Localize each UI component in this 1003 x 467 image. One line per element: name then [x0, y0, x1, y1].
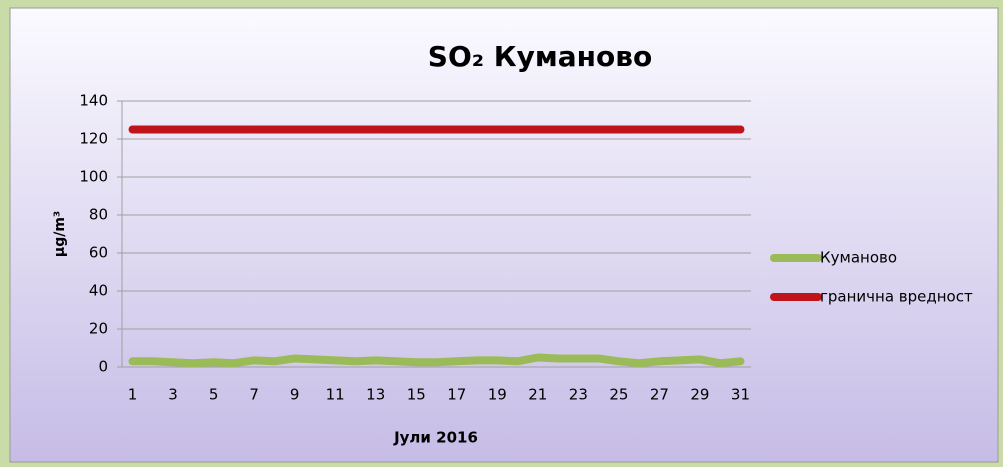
x-tick-label: 3 — [168, 386, 178, 404]
x-tick-label: 25 — [609, 386, 628, 404]
x-tick-label: 1 — [128, 386, 138, 404]
y-tick-label: 100 — [79, 168, 108, 186]
x-tick-label: 29 — [690, 386, 709, 404]
y-tick-label: 120 — [79, 130, 108, 148]
y-tick-label: 40 — [89, 282, 108, 300]
x-tick-label: 27 — [650, 386, 669, 404]
x-tick-label: 9 — [290, 386, 300, 404]
x-tick-label: 23 — [569, 386, 588, 404]
x-tick-label: 19 — [488, 386, 507, 404]
y-tick-label: 20 — [89, 320, 108, 338]
legend-label: гранична вредност — [820, 288, 973, 306]
y-tick-label: 0 — [98, 358, 108, 376]
x-tick-label: 11 — [326, 386, 345, 404]
legend-label: Куманово — [820, 249, 897, 267]
chart-title: SO₂ Куманово — [428, 40, 652, 73]
x-axis-label: Јули 2016 — [393, 429, 478, 447]
x-tick-label: 31 — [731, 386, 750, 404]
x-tick-label: 5 — [209, 386, 219, 404]
x-tick-label: 15 — [407, 386, 426, 404]
y-tick-label: 140 — [79, 92, 108, 110]
chart-panel — [9, 7, 999, 463]
y-tick-label: 80 — [89, 206, 108, 224]
x-tick-label: 17 — [447, 386, 466, 404]
x-tick-label: 21 — [528, 386, 547, 404]
series-line — [128, 353, 745, 368]
y-tick-label: 60 — [89, 244, 108, 262]
y-axis-label: µg/m³ — [52, 211, 68, 257]
x-tick-label: 7 — [249, 386, 259, 404]
x-tick-label: 13 — [366, 386, 385, 404]
